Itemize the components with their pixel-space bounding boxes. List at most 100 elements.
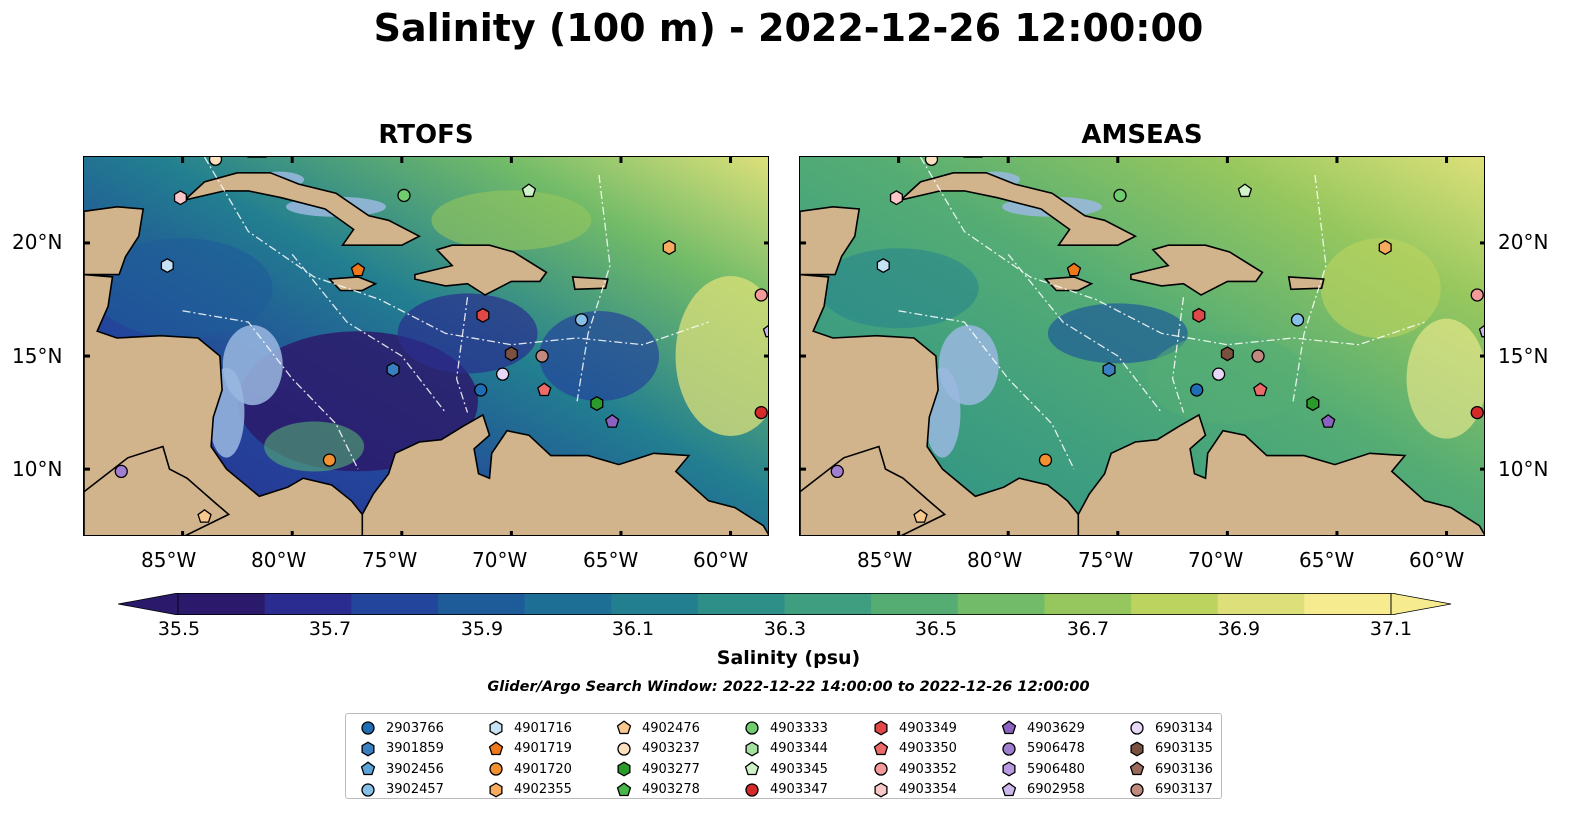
legend-item-2903766: 2903766: [360, 718, 444, 738]
colorbar-tick-36-1: 36.1: [611, 618, 655, 640]
float-marker-4901720: [322, 453, 337, 467]
legend-label: 4902355: [514, 782, 572, 797]
float-marker-6903137: [1251, 349, 1265, 363]
eez-boundary-line: [182, 310, 359, 470]
legend-marker-circle-icon: [1002, 741, 1016, 756]
colorbar-segment: [1217, 593, 1305, 615]
legend-marker: [745, 782, 759, 797]
eez-boundary-line: [455, 297, 469, 413]
float-marker-6902958: [762, 325, 768, 338]
colorbar-segment: [957, 593, 1045, 615]
legend-marker-circle-icon: [489, 762, 503, 776]
lon-tick-80w-left: 80°W: [251, 548, 307, 572]
float-marker-6903135: [504, 346, 518, 362]
salinity-patch: [1147, 333, 1308, 424]
legend-marker: [744, 761, 760, 776]
legend-item-4903344: 4903344: [744, 739, 828, 759]
land-mass: [1287, 276, 1325, 291]
float-marker-4901719: [350, 262, 366, 277]
float-marker-4903347: [754, 405, 768, 420]
legend-label: 4903350: [899, 741, 957, 756]
legend-marker-pentagon-icon: [1001, 720, 1017, 735]
float-marker-6903135: [1220, 346, 1234, 362]
eez-boundary-line: [1171, 297, 1185, 413]
legend-item-4903349: 4903349: [873, 718, 957, 738]
legend-marker-circle-icon: [1130, 721, 1144, 735]
legend-marker-circle-icon: [361, 782, 375, 797]
amseas-map-title: AMSEAS: [1081, 120, 1203, 150]
legend-marker: [616, 781, 632, 796]
colorbar-label: Salinity (psu): [716, 647, 861, 669]
eez-boundary-line: [898, 310, 1075, 470]
legend-marker-circle-icon: [745, 721, 759, 735]
legend-label: 4903352: [899, 761, 957, 777]
legend-label: 6902958: [1027, 782, 1085, 797]
legend-label: 4903349: [899, 720, 957, 736]
legend-item-4903237: 4903237: [616, 739, 700, 759]
eez-boundary-line: [576, 175, 611, 402]
legend-item-6903134: 6903134: [1129, 718, 1213, 738]
legend-marker: [1130, 782, 1144, 797]
float-marker-4903350: [1253, 382, 1268, 397]
float-marker-4903352: [754, 288, 768, 302]
legend-label: 5906478: [1027, 741, 1085, 756]
lat-tick-15n-left: 15°N: [12, 344, 63, 368]
legend-marker-pentagon-icon: [616, 720, 632, 735]
legend-marker-pentagon-icon: [1129, 761, 1145, 776]
legend-item-6902958: 6902958: [1001, 780, 1085, 800]
legend-marker-pentagon-icon: [616, 781, 632, 796]
legend-label: 4903278: [642, 782, 700, 797]
legend-marker: [489, 762, 503, 776]
legend-marker-pentagon-icon: [873, 740, 889, 755]
float-marker-4903237: [924, 157, 939, 166]
legend-item-4902355: 4902355: [488, 780, 572, 800]
colorbar-segment: [524, 593, 612, 615]
float-marker-3902457: [574, 313, 589, 327]
lon-tick-85w-right: 85°W: [857, 548, 913, 572]
colorbar-segment: [264, 593, 352, 615]
float-marker-4903350: [537, 382, 552, 397]
float-marker-4903347: [1470, 405, 1484, 420]
float-marker-4903237: [208, 157, 223, 166]
legend-item-6903135: 6903135: [1129, 739, 1213, 759]
legend-marker-pentagon-icon: [1001, 781, 1017, 796]
legend-label: 3902457: [386, 782, 444, 797]
float-marker-4902476: [197, 509, 212, 523]
land-mass: [414, 244, 548, 296]
colorbar-segment: [437, 593, 526, 615]
legend-item-4901720: 4901720: [488, 759, 572, 779]
float-marker-4903333: [1113, 188, 1127, 203]
colorbar-tick-36-7: 36.7: [1066, 618, 1110, 640]
legend-label: 6903134: [1155, 720, 1213, 736]
legend-marker: [489, 781, 503, 798]
legend-label: 4903354: [899, 782, 957, 797]
salinity-patch: [431, 190, 592, 251]
legend-item-4901716: 4901716: [488, 718, 572, 738]
colorbar-segment: [611, 593, 699, 615]
float-marker-3901859: [386, 362, 400, 378]
land-mass: [182, 172, 422, 246]
land-mass: [327, 276, 378, 292]
float-marker-4903349: [476, 307, 490, 323]
lon-tick-75w-right: 75°W: [1078, 548, 1134, 572]
legend-item-4903278: 4903278: [616, 780, 700, 800]
salinity-patch: [1406, 318, 1484, 439]
salinity-colorbar: [118, 593, 1452, 615]
land-mass: [1043, 276, 1094, 292]
colorbar-tick-37-1: 37.1: [1369, 618, 1413, 640]
float-marker-5906478: [114, 464, 128, 479]
legend-marker: [745, 721, 759, 735]
eez-boundary-line: [1007, 253, 1163, 413]
salinity-patch: [1320, 238, 1441, 339]
legend-label: 4901716: [514, 720, 572, 736]
float-marker-4903629: [1320, 414, 1336, 428]
float-marker-4903345: [521, 183, 537, 198]
eez-boundary-line: [203, 157, 709, 346]
legend-label: 4903344: [770, 741, 828, 756]
lat-tick-20n-right: 20°N: [1498, 230, 1549, 254]
colorbar-high-extend: [1390, 593, 1452, 615]
legend-marker: [361, 782, 375, 797]
colorbar-segment: [871, 593, 959, 615]
figure-title: Salinity (100 m) - 2022-12-26 12:00:00: [373, 6, 1204, 50]
colorbar-segment: [1304, 593, 1392, 615]
